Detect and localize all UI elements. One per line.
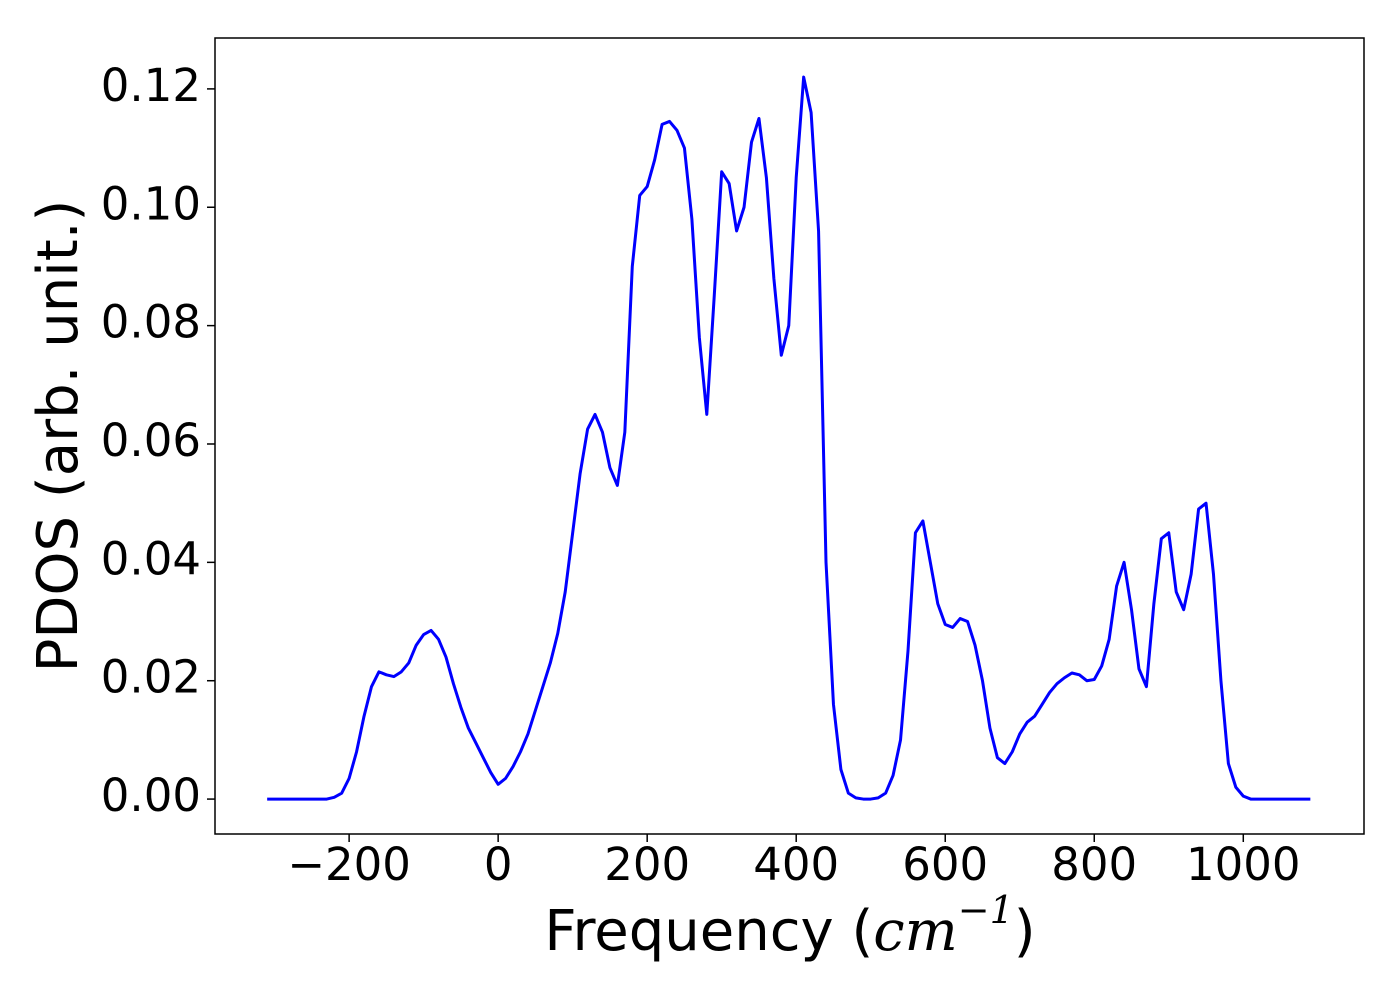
x-label-exponent: −1 <box>958 888 1014 932</box>
x-tick-label: 600 <box>902 838 988 891</box>
y-tick-label: 0.12 <box>101 59 201 112</box>
x-tick-label: 800 <box>1051 838 1137 891</box>
y-axis-label: PDOS (arb. unit.) <box>26 200 91 673</box>
y-tick-label: 0.08 <box>101 296 201 349</box>
y-tick-label: 0.02 <box>101 651 201 704</box>
y-tick-label: 0.10 <box>101 177 201 230</box>
x-tick-label: 1000 <box>1186 838 1301 891</box>
x-tick-label: 0 <box>484 838 513 891</box>
x-label-math: cm <box>873 899 957 964</box>
y-tick-label: 0.00 <box>101 769 201 822</box>
x-tick-label: 200 <box>604 838 690 891</box>
y-tick-label: 0.06 <box>101 414 201 467</box>
line <box>267 75 1311 801</box>
x-tick-label: −200 <box>287 838 411 891</box>
x-label-close: ) <box>1014 899 1036 964</box>
x-tick-label: 400 <box>753 838 839 891</box>
x-axis-label: Frequency (cm−1) <box>544 888 1035 965</box>
y-tick-label: 0.04 <box>101 532 201 585</box>
x-label-text: Frequency ( <box>544 899 873 964</box>
plot-frame <box>214 37 1365 835</box>
